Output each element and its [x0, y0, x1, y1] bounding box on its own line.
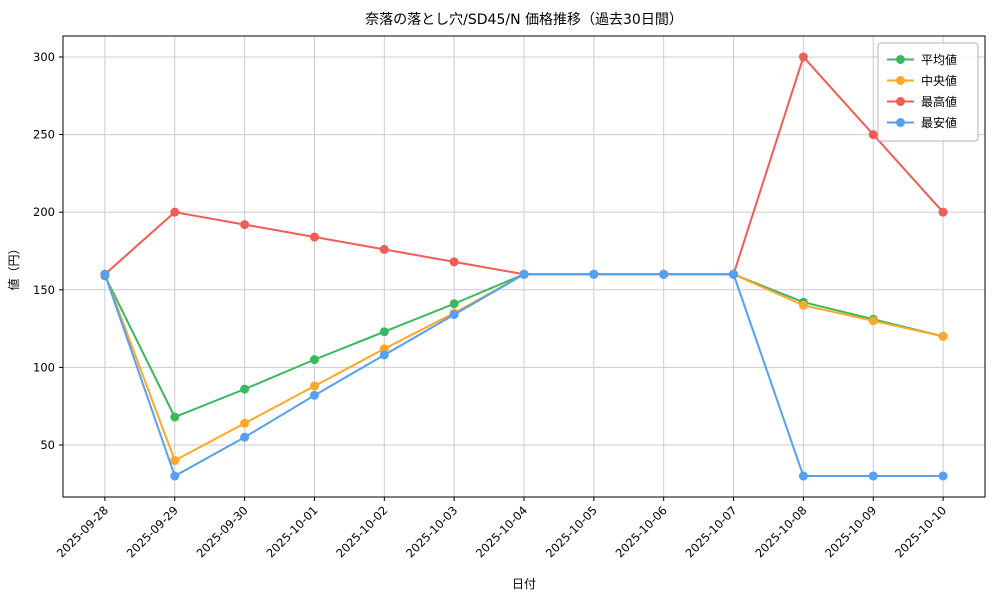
data-point-min	[519, 269, 529, 279]
data-point-median	[938, 331, 948, 341]
legend-item-average: 平均値	[887, 52, 957, 67]
data-point-median	[798, 300, 808, 310]
data-point-min	[449, 310, 459, 320]
data-point-max	[868, 130, 878, 140]
y-tick-label: 100	[33, 360, 55, 374]
data-point-min	[240, 432, 250, 442]
y-tick-label: 250	[33, 128, 55, 142]
data-point-min	[170, 471, 180, 481]
data-point-min	[659, 269, 669, 279]
data-point-max	[798, 52, 808, 62]
legend-item-max: 最高値	[887, 94, 957, 109]
y-tick-label: 300	[33, 50, 55, 64]
series-min	[100, 269, 948, 481]
data-point-min	[589, 269, 599, 279]
data-point-min	[798, 471, 808, 481]
legend-label: 最高値	[921, 94, 957, 109]
data-point-median	[868, 316, 878, 326]
legend-box	[877, 42, 979, 142]
data-point-median	[379, 344, 389, 354]
y-tick-label: 150	[33, 283, 55, 297]
legend-marker	[896, 97, 905, 106]
data-point-max	[449, 257, 459, 267]
data-point-median	[170, 456, 180, 466]
grid	[63, 36, 985, 497]
y-tick-label: 50	[40, 438, 55, 452]
legend-marker	[896, 76, 905, 85]
data-point-average	[170, 412, 180, 422]
legend-label: 中央値	[921, 73, 957, 88]
data-point-median	[309, 381, 319, 391]
data-point-average	[240, 384, 250, 394]
data-point-min	[868, 471, 878, 481]
data-point-average	[449, 299, 459, 309]
data-point-min	[938, 471, 948, 481]
legend-marker	[896, 118, 905, 127]
y-axis-label: 値（円）	[6, 242, 21, 290]
data-point-min	[379, 350, 389, 360]
legend-item-min: 最安値	[887, 115, 957, 130]
data-point-median	[240, 418, 250, 428]
data-point-max	[240, 220, 250, 230]
data-point-average	[309, 355, 319, 365]
chart-title: 奈落の落とし穴/SD45/N 価格推移（過去30日間）	[365, 12, 683, 28]
x-axis-label: 日付	[512, 577, 536, 591]
legend-label: 最安値	[921, 115, 957, 130]
data-point-max	[938, 207, 948, 217]
data-point-max	[170, 207, 180, 217]
data-point-max	[309, 232, 319, 242]
data-point-average	[379, 327, 389, 337]
legend-marker	[896, 55, 905, 64]
y-tick-label: 200	[33, 205, 55, 219]
legend-label: 平均値	[921, 52, 957, 67]
data-point-min	[100, 269, 110, 279]
data-point-min	[729, 269, 739, 279]
data-point-max	[379, 244, 389, 254]
legend-item-median: 中央値	[887, 73, 957, 88]
data-point-min	[309, 390, 319, 400]
